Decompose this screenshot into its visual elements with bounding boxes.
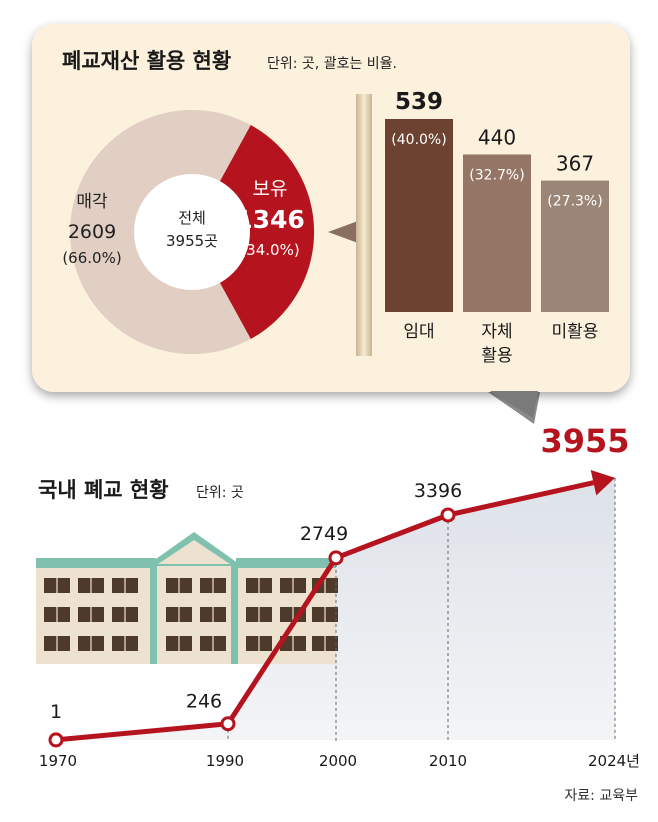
line-points xyxy=(48,507,456,748)
slice-label-keep-pct: (34.0%) xyxy=(240,241,299,259)
line-value-label-2010: 3396 xyxy=(414,480,462,502)
bar-category-label-2: 활용 xyxy=(481,346,512,366)
bar-pct-label-2: (32.7%) xyxy=(469,167,524,183)
donut-center-label: 전체 xyxy=(178,209,206,227)
connector-pointer xyxy=(328,221,358,243)
x-axis-labels: 1970 1990 2000 2010 2024년 xyxy=(39,752,640,770)
building-gable-inner xyxy=(158,540,230,564)
source-note: 자료: 교육부 xyxy=(564,788,638,804)
line-chart-title: 국내 폐교 현황 xyxy=(38,478,169,502)
line-point-2010 xyxy=(440,507,456,523)
bar-1 xyxy=(385,119,453,312)
bar-2 xyxy=(463,154,531,312)
slice-label-keep-name: 보유 xyxy=(253,178,288,200)
usage-chart-unit: 단위: 곳, 괄호는 비율. xyxy=(267,56,397,72)
slice-label-sale-pct: (66.0%) xyxy=(62,249,121,267)
bar-category-label-3: 미활용 xyxy=(552,322,599,342)
donut-slice-keep xyxy=(192,125,315,339)
bar-pct-label-1: (40.0%) xyxy=(391,132,446,148)
bar-category-label-2: 자체 xyxy=(481,322,512,342)
bar-value-label-2: 440 xyxy=(478,125,516,149)
slice-label-keep-value: 1346 xyxy=(235,205,305,234)
bar-3 xyxy=(541,180,609,312)
line-point-1990 xyxy=(220,716,236,732)
building-roof-trim xyxy=(236,558,336,568)
line-point-1970 xyxy=(48,732,64,748)
bar-value-label-3: 367 xyxy=(556,152,594,176)
line-value-label-1990: 246 xyxy=(186,691,222,713)
line-point-2000 xyxy=(328,550,344,566)
building-roof-trim xyxy=(36,558,156,568)
x-tick-label-2010: 2010 xyxy=(429,752,467,770)
slice-label-sale-name: 매각 xyxy=(76,192,108,212)
building-pilaster xyxy=(150,566,157,664)
bar-pct-label-3: (27.3%) xyxy=(547,194,602,210)
x-tick-label-2024: 2024년 xyxy=(588,752,640,770)
line-chart-unit: 단위: 곳 xyxy=(196,485,244,501)
bar-chart xyxy=(385,119,609,312)
year-guide-lines xyxy=(227,477,616,742)
building-pilaster xyxy=(231,566,238,664)
trend-arrowhead xyxy=(590,470,615,496)
usage-chart-title: 폐교재산 활용 현황 xyxy=(62,49,231,73)
line-value-labels: 1 246 2749 3396 3955 xyxy=(50,422,630,723)
x-tick-label-1990: 1990 xyxy=(206,752,244,770)
slice-label-sale-value: 2609 xyxy=(68,221,116,243)
x-tick-label-2000: 2000 xyxy=(319,752,357,770)
donut-chart xyxy=(70,110,315,354)
line-value-label-2000: 2749 xyxy=(300,523,348,545)
bar-value-label-1: 539 xyxy=(395,89,443,115)
bar-category-label-1: 임대 xyxy=(403,322,434,342)
donut-center-value: 3955곳 xyxy=(166,232,218,250)
school-building-illustration xyxy=(36,532,338,664)
line-value-label-1970: 1 xyxy=(50,701,62,723)
connector-pillar xyxy=(356,94,372,356)
card-pointer-inner xyxy=(490,391,538,418)
line-value-label-2024: 3955 xyxy=(540,422,629,460)
donut-hole xyxy=(134,174,250,290)
x-tick-label-1970: 1970 xyxy=(39,752,77,770)
